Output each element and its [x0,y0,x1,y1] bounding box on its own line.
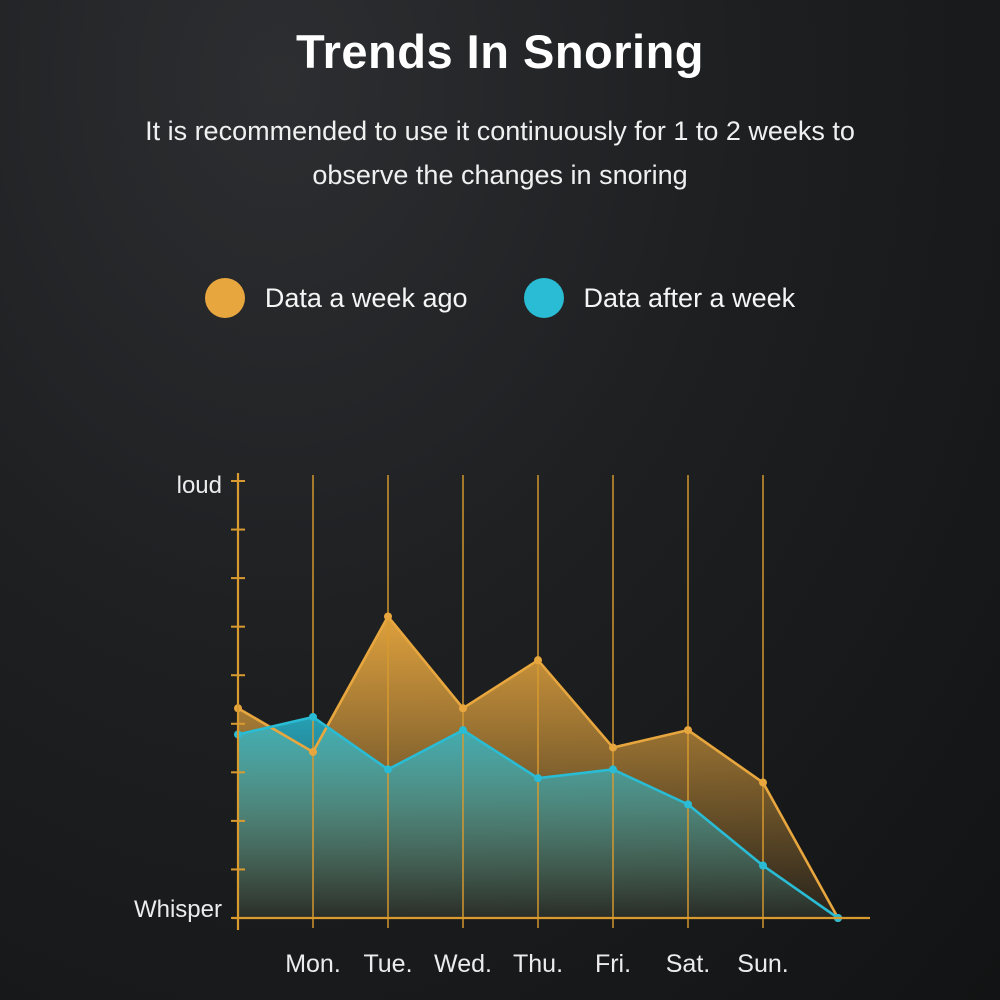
x-axis-label: Mon. [285,950,341,978]
data-point-week-ago [384,612,392,621]
x-axis-label: Thu. [512,950,564,978]
x-axis-label: Tue. [363,950,413,978]
legend-item-week-ago: Data a week ago [204,278,468,318]
snoring-trend-chart: loud Whisper Mon. Tue. Wed. Thu. Fri. Sat. Sun… [130,468,910,988]
y-axis-label-loud: loud [176,472,222,499]
data-point-after-week [384,765,392,774]
data-point-after-week [459,726,467,735]
data-point-after-week [534,774,542,783]
x-axis-label: Fri. [594,950,632,978]
data-point-week-ago [459,704,467,713]
y-axis-label-whisper: Whisper [133,896,222,923]
legend-dot-cyan [523,278,564,318]
x-axis-label: Sun. [737,950,789,978]
legend-label-week-ago: Data a week ago [264,282,468,313]
data-point-after-week [609,765,617,774]
legend-label-after-week: Data after a week [583,282,796,313]
x-axis-label: Sat. [665,950,711,978]
data-point-week-ago [759,778,767,787]
data-point-week-ago [684,726,692,735]
data-point-after-week [684,800,692,809]
data-point-after-week [759,861,767,870]
x-axis-label: Wed. [434,950,492,978]
data-point-week-ago [534,656,542,665]
chart-legend: Data a week ago Data after a week [0,278,1000,318]
legend-item-after-week: Data after a week [523,278,796,318]
page-subtitle: It is recommended to use it continuously… [145,116,855,190]
page-title: Trends In Snoring [295,25,705,78]
chart-canvas [231,473,870,930]
legend-dot-orange [204,278,245,318]
data-point-week-ago [309,747,317,756]
data-point-week-ago [609,743,617,752]
data-point-after-week [309,712,317,721]
